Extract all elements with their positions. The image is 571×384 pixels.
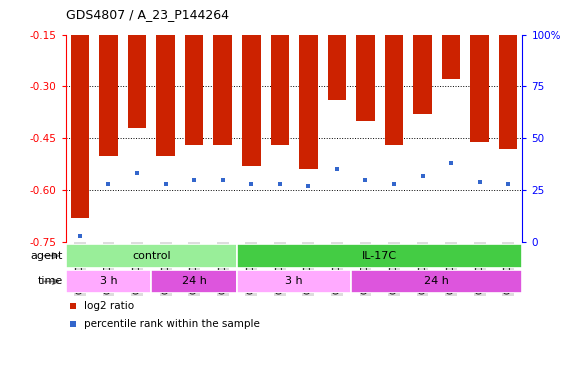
Bar [237, 270, 351, 293]
Bar [71, 0, 89, 218]
Text: time: time [38, 276, 63, 286]
Text: IL-17C: IL-17C [362, 251, 397, 261]
Bar [499, 0, 517, 149]
Text: GDS4807 / A_23_P144264: GDS4807 / A_23_P144264 [66, 8, 228, 21]
Bar [214, 0, 232, 145]
Bar [128, 0, 146, 128]
Text: log2 ratio: log2 ratio [84, 301, 134, 311]
Bar [471, 0, 489, 142]
Bar [242, 0, 260, 166]
Bar [99, 0, 118, 156]
Bar [66, 244, 237, 268]
Bar [356, 0, 375, 121]
Bar [151, 270, 237, 293]
Text: 3 h: 3 h [286, 276, 303, 286]
Text: 24 h: 24 h [182, 276, 207, 286]
Bar [156, 0, 175, 156]
Text: agent: agent [30, 251, 63, 261]
Bar [413, 0, 432, 114]
Text: control: control [132, 251, 171, 261]
Bar [185, 0, 203, 145]
Text: percentile rank within the sample: percentile rank within the sample [84, 319, 260, 329]
Bar [351, 270, 522, 293]
Bar [299, 0, 317, 169]
Bar [442, 0, 460, 79]
Bar [385, 0, 403, 145]
Bar [328, 0, 346, 100]
Bar [237, 244, 522, 268]
Bar [271, 0, 289, 145]
Text: 3 h: 3 h [100, 276, 117, 286]
Text: 24 h: 24 h [424, 276, 449, 286]
Bar [66, 270, 151, 293]
